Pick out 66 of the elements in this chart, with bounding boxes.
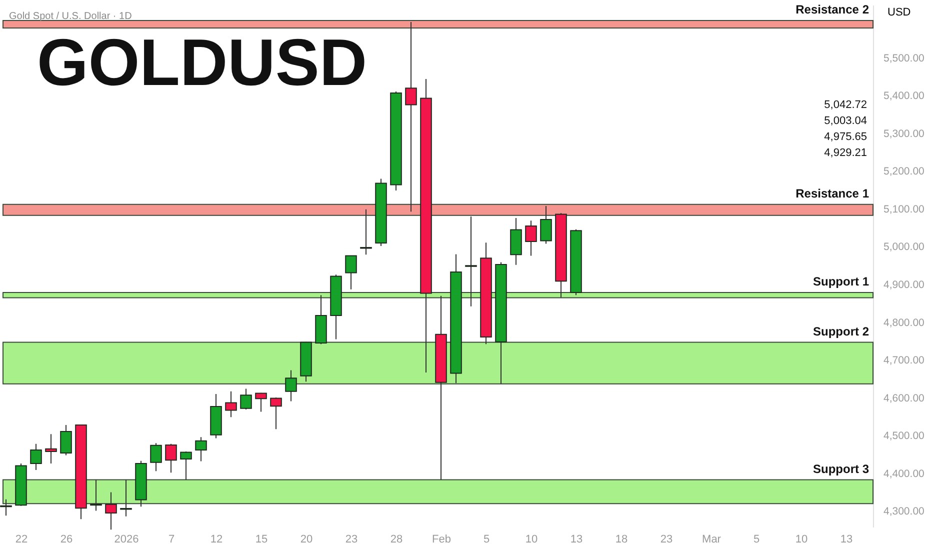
y-tick-label: 5,300.00 [884, 128, 925, 140]
x-tick-label: 13 [570, 534, 583, 546]
candlestick [465, 216, 477, 307]
y-tick-label: 4,400.00 [884, 468, 925, 480]
x-tick-label: 18 [615, 534, 628, 546]
candlestick [255, 392, 267, 412]
y-tick-label: 5,400.00 [884, 90, 925, 102]
y-tick-label: 4,300.00 [884, 506, 925, 518]
candlestick [270, 396, 282, 430]
y-axis-title: USD [888, 6, 911, 18]
band-label: Support 1 [813, 274, 870, 288]
y-tick-label: 4,500.00 [884, 430, 925, 442]
candlestick [165, 443, 177, 474]
y-tick-label: 5,500.00 [884, 52, 925, 64]
annotation: 4,929.21 [824, 147, 867, 159]
candlestick [120, 479, 132, 517]
candlestick [105, 492, 117, 530]
text: Gold Spot / U.S. Dollar · 1D [9, 11, 132, 22]
candlestick [45, 434, 57, 464]
band-label: Support 3 [813, 462, 870, 476]
candlestick [285, 370, 297, 402]
y-tick-label: 5,100.00 [884, 203, 925, 216]
y-tick-label: 4,600.00 [884, 392, 925, 404]
x-tick-label: 20 [300, 534, 313, 546]
candlestick [540, 205, 552, 244]
x-tick-label: 23 [660, 534, 673, 546]
x-tick-label: Feb [432, 534, 451, 546]
candlestick [180, 450, 192, 480]
candlestick [195, 436, 207, 462]
x-tick-label: 10 [525, 534, 538, 546]
y-tick-label: 5,200.00 [884, 166, 925, 178]
y-tick-label: 4,800.00 [884, 316, 925, 329]
x-tick-label: 15 [255, 534, 268, 546]
x-tick-label: 26 [60, 534, 73, 546]
chart-title: GOLDUSD [37, 25, 367, 99]
band-label: Resistance 2 [796, 2, 870, 16]
x-tick-label: 7 [168, 534, 175, 546]
candlestick [150, 442, 162, 472]
candlestick [360, 208, 372, 256]
x-tick-label: 22 [15, 534, 28, 546]
x-tick-label: 13 [840, 534, 853, 546]
x-tick-label: 2026 [114, 534, 139, 546]
candlestick [225, 390, 237, 418]
x-tick-label: 23 [345, 534, 358, 546]
candlestick [240, 388, 252, 410]
candlestick [0, 498, 12, 516]
x-tick-label: Mar [702, 534, 722, 546]
candlestick [345, 255, 357, 290]
x-tick-label: 5 [753, 534, 760, 546]
x-tick-label: 5 [483, 534, 490, 546]
annotation: 4,975.65 [824, 131, 867, 143]
annotation: 5,042.72 [824, 99, 867, 111]
candlestick [90, 479, 102, 512]
band-label: Support 2 [813, 324, 870, 338]
annotation: 5,003.04 [824, 115, 867, 127]
x-tick-label: 28 [390, 534, 403, 546]
candlestick [30, 443, 42, 470]
y-tick-label: 4,700.00 [884, 354, 925, 367]
candlestick [525, 220, 537, 256]
candlestick [405, 21, 417, 212]
y-tick-label: 4,900.00 [884, 279, 925, 292]
x-tick-label: 10 [795, 534, 808, 546]
band-label: Resistance 1 [796, 186, 870, 200]
x-tick-label: 12 [210, 534, 223, 546]
candlestick [60, 424, 72, 456]
y-tick-label: 5,000.00 [884, 241, 925, 254]
